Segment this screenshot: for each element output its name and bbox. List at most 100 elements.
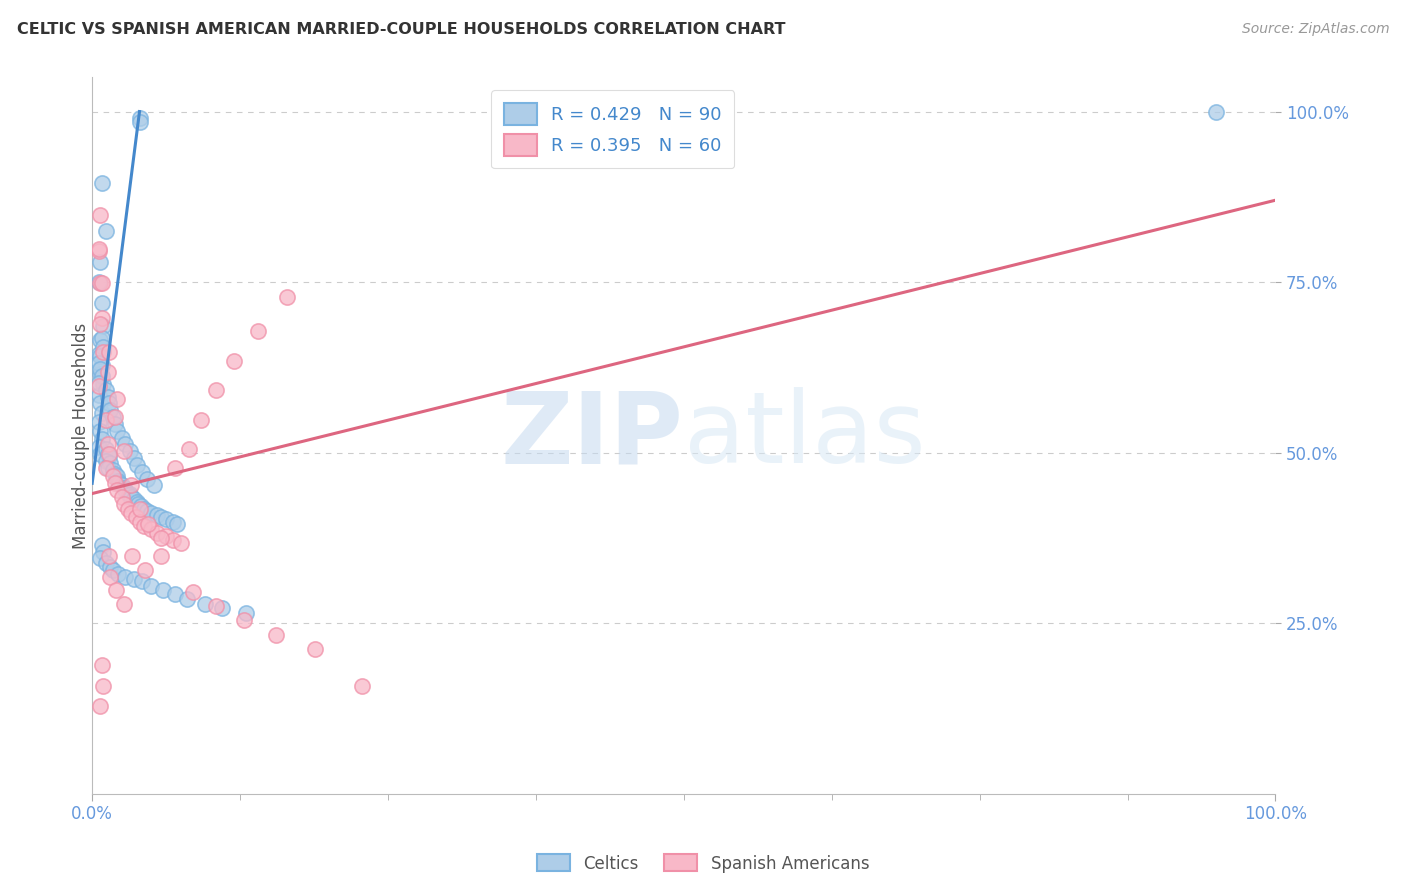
Point xyxy=(90,658,112,673)
Point xyxy=(89,551,111,566)
Point xyxy=(205,599,228,613)
Point xyxy=(96,442,118,457)
Point xyxy=(90,176,112,190)
Point xyxy=(97,437,120,451)
Point xyxy=(90,295,112,310)
Point xyxy=(98,570,121,584)
Point xyxy=(141,522,163,536)
Point xyxy=(90,310,112,325)
Point xyxy=(89,243,111,257)
Point xyxy=(91,544,114,558)
Point xyxy=(127,458,149,472)
Point xyxy=(107,567,129,582)
Point xyxy=(91,377,114,392)
Point xyxy=(91,679,114,693)
Point xyxy=(224,353,246,368)
Point xyxy=(96,556,118,570)
Point xyxy=(118,444,141,458)
Point xyxy=(89,440,111,454)
Point xyxy=(89,333,111,347)
Point xyxy=(104,410,127,425)
Point xyxy=(90,406,112,420)
Point xyxy=(135,503,157,517)
Point xyxy=(146,526,169,541)
Text: atlas: atlas xyxy=(683,387,925,484)
Point xyxy=(90,369,112,384)
Point xyxy=(105,424,128,438)
Point xyxy=(89,367,111,381)
Point xyxy=(89,447,111,461)
Point xyxy=(97,447,120,461)
Point xyxy=(246,324,269,338)
Point xyxy=(90,538,112,552)
Point xyxy=(128,112,150,126)
Point xyxy=(103,463,125,477)
Point xyxy=(152,583,174,598)
Point xyxy=(89,415,111,429)
Point xyxy=(90,432,112,446)
Point xyxy=(91,340,114,354)
Text: ZIP: ZIP xyxy=(501,387,683,484)
Point xyxy=(112,597,135,611)
Point xyxy=(112,444,135,458)
Point xyxy=(90,331,112,345)
Point xyxy=(111,431,134,445)
Point xyxy=(105,469,128,483)
Point xyxy=(190,413,212,427)
Y-axis label: Married-couple Households: Married-couple Households xyxy=(72,322,90,549)
Point xyxy=(111,490,134,504)
Point xyxy=(91,344,114,359)
Point xyxy=(211,601,233,615)
Point xyxy=(89,349,111,363)
Point xyxy=(89,378,111,392)
Point xyxy=(89,275,111,289)
Point xyxy=(97,396,120,410)
Point xyxy=(118,488,141,502)
Point xyxy=(136,517,159,532)
Text: CELTIC VS SPANISH AMERICAN MARRIED-COUPLE HOUSEHOLDS CORRELATION CHART: CELTIC VS SPANISH AMERICAN MARRIED-COUPL… xyxy=(17,22,786,37)
Point xyxy=(89,244,111,259)
Point xyxy=(120,506,142,520)
Point xyxy=(89,396,111,410)
Point xyxy=(141,506,163,520)
Point xyxy=(108,476,131,491)
Point xyxy=(103,469,125,483)
Point xyxy=(98,403,121,417)
Point xyxy=(96,383,118,397)
Point xyxy=(89,424,111,438)
Point xyxy=(163,587,186,601)
Point xyxy=(97,390,120,404)
Point xyxy=(89,277,111,291)
Point xyxy=(129,499,152,513)
Point xyxy=(134,563,156,577)
Point xyxy=(149,510,172,524)
Point xyxy=(350,679,373,693)
Point xyxy=(114,570,136,584)
Point xyxy=(146,508,169,523)
Point xyxy=(97,460,120,475)
Point xyxy=(122,572,145,586)
Point xyxy=(155,529,177,543)
Point xyxy=(104,476,127,491)
Point xyxy=(122,451,145,466)
Point xyxy=(264,628,287,642)
Point xyxy=(103,563,125,577)
Point xyxy=(142,478,165,492)
Point xyxy=(128,115,150,129)
Point xyxy=(121,549,143,564)
Point xyxy=(89,376,111,390)
Point xyxy=(91,319,114,334)
Point xyxy=(131,465,153,479)
Point xyxy=(163,460,186,475)
Point xyxy=(89,318,111,332)
Point xyxy=(120,490,142,504)
Point xyxy=(89,208,111,222)
Point xyxy=(90,277,112,291)
Point xyxy=(97,365,120,379)
Point xyxy=(162,515,184,529)
Point xyxy=(97,344,120,359)
Point xyxy=(232,613,254,627)
Point xyxy=(162,533,184,547)
Point xyxy=(89,699,111,714)
Point xyxy=(96,224,118,238)
